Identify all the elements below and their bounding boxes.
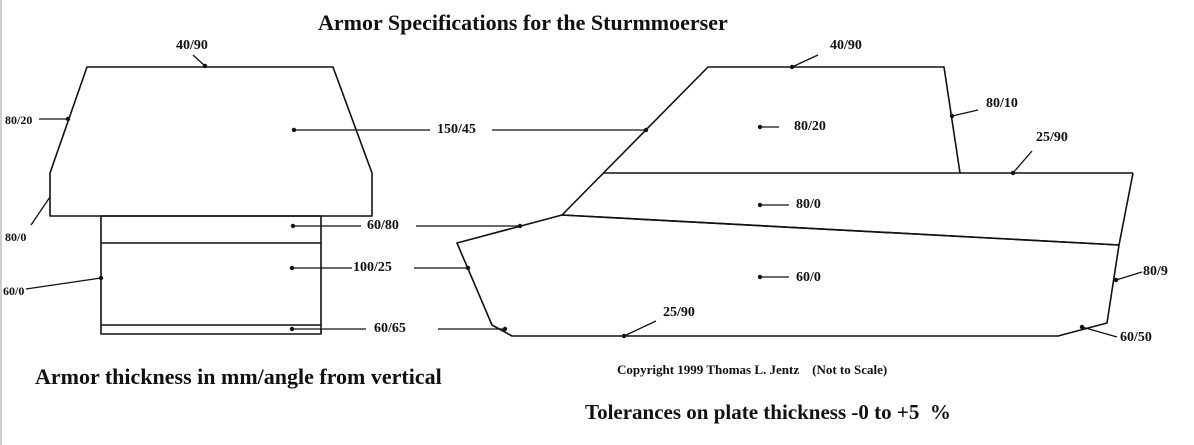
dot — [757, 274, 763, 280]
leader-casemate-rear — [951, 109, 979, 117]
tolerance-note: Tolerances on plate thickness -0 to +5 % — [585, 400, 951, 424]
leader-deck — [1012, 150, 1033, 174]
dot — [789, 64, 795, 70]
diagram-title: Armor Specifications for the Sturmmoerse… — [318, 10, 728, 35]
dot — [643, 127, 649, 133]
dot — [1113, 277, 1119, 283]
dot — [291, 127, 297, 133]
front-view-hull — [100, 215, 322, 335]
label-lower-front: 60/65 — [374, 321, 406, 336]
leader-belly — [623, 320, 657, 337]
label-hull-rear: 80/9 — [1143, 264, 1168, 279]
label-hull-side-lower: 60/0 — [3, 284, 25, 298]
scan-edge — [0, 0, 2, 445]
label-deck: 25/90 — [1036, 130, 1068, 145]
dot — [289, 265, 295, 271]
dot — [98, 275, 104, 281]
label-lower-rear: 60/50 — [1120, 330, 1152, 345]
label-turret-side-lower: 80/0 — [5, 230, 27, 244]
side-view-casemate — [561, 66, 961, 216]
dot — [1010, 170, 1016, 176]
dot — [1079, 324, 1085, 330]
label-belly: 25/90 — [663, 305, 695, 320]
label-lower-side: 60/0 — [796, 270, 821, 285]
dot — [289, 326, 295, 332]
leader-hull-side-lower — [25, 277, 102, 290]
label-casemate-side: 80/20 — [794, 119, 826, 134]
dot — [65, 116, 71, 122]
dot — [621, 333, 627, 339]
label-turret-side-upper: 80/20 — [5, 113, 33, 127]
dot — [502, 326, 508, 332]
dot — [202, 63, 208, 69]
label-upper-hull-front: 60/80 — [367, 218, 399, 233]
dot — [465, 265, 471, 271]
label-turret-top: 40/90 — [176, 38, 208, 53]
dot — [517, 223, 523, 229]
dot — [949, 113, 955, 119]
label-hull-front: 100/25 — [353, 260, 392, 275]
units-note: Armor thickness in mm/angle from vertica… — [35, 364, 442, 389]
side-view-hull — [456, 214, 1120, 337]
leader-hull-rear — [1115, 271, 1143, 281]
label-casemate-rear: 80/10 — [986, 96, 1018, 111]
front-view-superstructure — [49, 66, 373, 217]
dot — [757, 124, 763, 130]
label-upper-side: 80/0 — [796, 197, 821, 212]
leader-lower-rear — [1081, 326, 1118, 338]
side-view-upper-lower-divider — [561, 214, 1120, 246]
copyright-note: Copyright 1999 Thomas L. Jentz (Not to S… — [617, 362, 888, 377]
side-view-upper-rear — [1118, 172, 1134, 246]
leader-casemate-top — [791, 54, 819, 68]
label-turret-front: 150/45 — [437, 122, 476, 137]
dot — [757, 202, 763, 208]
leader-turret-side-lower — [30, 196, 51, 226]
leader-turret-top — [192, 54, 206, 67]
label-casemate-top: 40/90 — [830, 38, 862, 53]
dot — [290, 223, 296, 229]
